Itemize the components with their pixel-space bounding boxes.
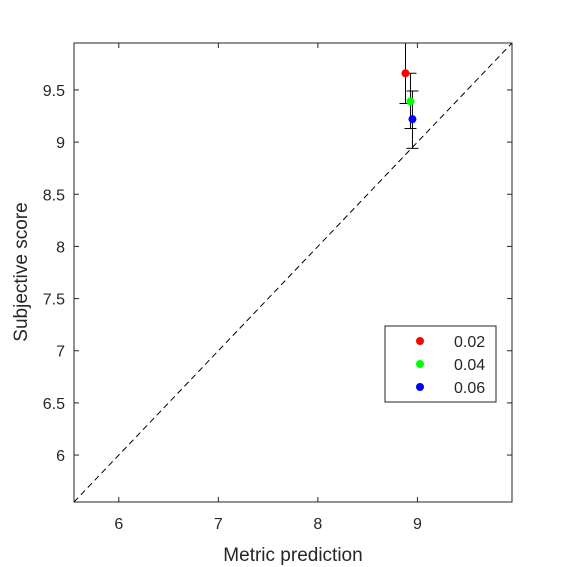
y-tick-label: 7	[56, 344, 65, 361]
data-point	[406, 97, 415, 106]
legend: 0.02 0.04 0.06	[384, 325, 497, 403]
legend-label: 0.06	[454, 380, 485, 397]
y-axis-label: Subjective score	[11, 202, 32, 341]
y-tick-label: 8	[56, 239, 65, 256]
x-tick-label: 7	[214, 516, 223, 533]
y-tick-label: 9.5	[43, 83, 65, 100]
legend-label: 0.04	[454, 357, 485, 374]
legend-label: 0.02	[454, 334, 485, 351]
x-axis: 6 7 8 9	[114, 43, 422, 533]
y-tick-label: 6	[56, 448, 65, 465]
y-tick-label: 6.5	[43, 396, 65, 413]
legend-entries: 0.02 0.04 0.06	[416, 334, 485, 397]
y-tick-label: 8.5	[43, 187, 65, 204]
data-point	[401, 69, 410, 78]
y-tick-label: 9	[56, 135, 65, 152]
x-axis-label: Metric prediction	[223, 545, 362, 566]
legend-box	[384, 325, 497, 403]
reference-line-layer	[73, 42, 513, 503]
x-tick-label: 6	[114, 516, 123, 533]
y-axis: 6 6.5 7 7.5 8 8.5 9 9.5	[43, 83, 512, 465]
legend-marker	[416, 360, 424, 368]
x-tick-label: 9	[413, 516, 422, 533]
y-tick-label: 7.5	[43, 292, 65, 309]
x-tick-label: 8	[313, 516, 322, 533]
legend-marker	[416, 337, 424, 345]
legend-marker	[416, 383, 424, 391]
data-point-layer	[401, 69, 417, 124]
data-point	[408, 115, 417, 124]
reference-line	[73, 42, 513, 503]
plot-frame	[73, 42, 513, 503]
